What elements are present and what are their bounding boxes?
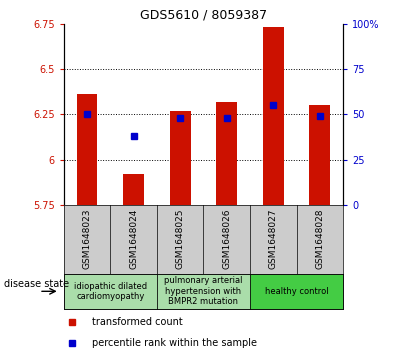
Text: transformed count: transformed count xyxy=(92,317,182,327)
Bar xyxy=(170,111,191,205)
Text: GSM1648028: GSM1648028 xyxy=(315,208,324,269)
Bar xyxy=(76,94,97,205)
Text: idiopathic dilated
cardiomyopathy: idiopathic dilated cardiomyopathy xyxy=(74,282,147,301)
Bar xyxy=(157,274,250,309)
Bar xyxy=(64,274,157,309)
Text: disease state: disease state xyxy=(4,279,69,289)
Text: GSM1648027: GSM1648027 xyxy=(269,208,278,269)
Text: healthy control: healthy control xyxy=(265,287,328,296)
Bar xyxy=(123,174,144,205)
Text: GSM1648024: GSM1648024 xyxy=(129,208,138,269)
Text: GSM1648026: GSM1648026 xyxy=(222,208,231,269)
Bar xyxy=(309,105,330,205)
Bar xyxy=(250,274,343,309)
Bar xyxy=(263,27,284,205)
Title: GDS5610 / 8059387: GDS5610 / 8059387 xyxy=(140,8,267,21)
Bar xyxy=(216,102,237,205)
Text: percentile rank within the sample: percentile rank within the sample xyxy=(92,338,256,347)
Text: pulmonary arterial
hypertension with
BMPR2 mutation: pulmonary arterial hypertension with BMP… xyxy=(164,276,242,306)
Text: GSM1648025: GSM1648025 xyxy=(175,208,185,269)
Text: GSM1648023: GSM1648023 xyxy=(83,208,92,269)
